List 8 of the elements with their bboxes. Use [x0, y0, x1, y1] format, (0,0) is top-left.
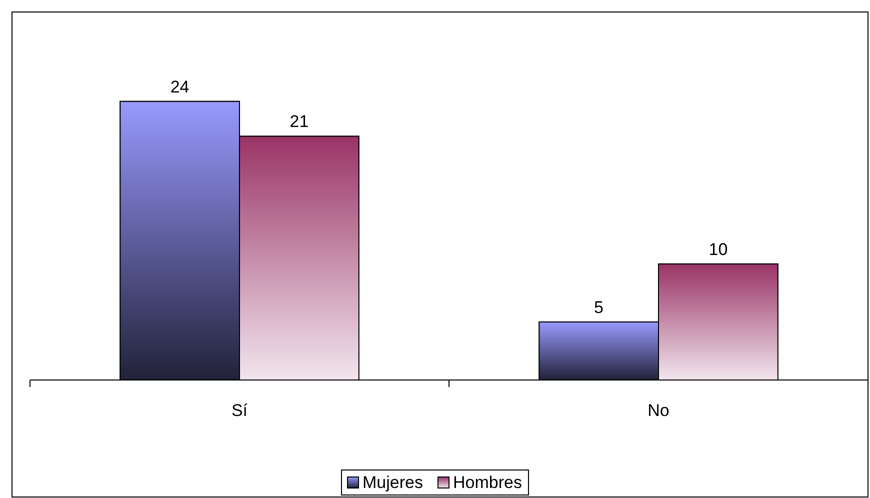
data-label: 24 — [170, 77, 190, 96]
data-label: 21 — [290, 112, 309, 132]
x-tick-label: Sí — [231, 401, 248, 420]
data-label: 10 — [708, 240, 728, 259]
legend-label: Hombres — [453, 473, 522, 492]
x-tick-label: No — [648, 401, 670, 420]
legend-label: Mujeres — [362, 473, 423, 492]
data-label: 5 — [594, 298, 604, 317]
